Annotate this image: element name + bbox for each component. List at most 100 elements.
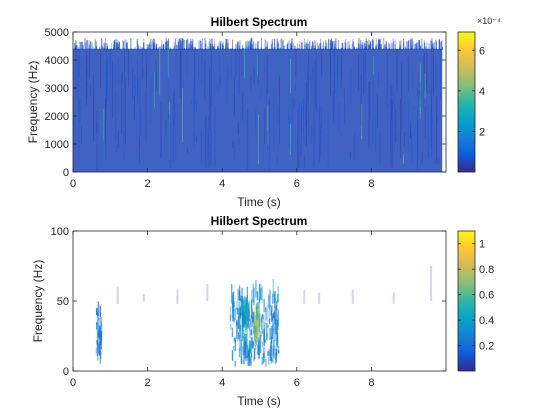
spectrum-edge: [218, 47, 220, 50]
spectrum-streak: [350, 68, 352, 105]
spectrum-streak: [106, 48, 107, 106]
spectrum-edge: [283, 48, 285, 50]
spectrum-cluster: [99, 330, 102, 334]
chart-2-spectrum: [95, 266, 433, 367]
spectrum-edge: [369, 44, 371, 50]
spectrum-edge: [303, 38, 305, 50]
spectrum-streak: [242, 92, 244, 122]
spectrum-edge: [280, 38, 282, 50]
spectrum-streak: [311, 124, 313, 144]
chart-1-xlabel: Time (s): [237, 195, 281, 209]
spectrum-edge: [425, 46, 427, 50]
spectrum-edge: [407, 40, 409, 50]
spectrum-cluster: [265, 307, 267, 321]
spectrum-cluster: [257, 325, 259, 337]
spectrum-streak: [214, 104, 216, 168]
spectrum-streak: [320, 130, 322, 157]
spectrum-edge: [210, 48, 212, 50]
spectrum-edge: [130, 38, 132, 50]
spectrum-edge: [219, 43, 221, 50]
spectrum-cluster: [258, 313, 261, 327]
spectrum-edge: [349, 44, 351, 50]
spectrum-edge: [74, 42, 76, 50]
spectrum-cluster: [258, 343, 261, 360]
spectrum-edge: [340, 47, 342, 50]
spectrum-edge: [375, 38, 377, 50]
spectrum-edge: [351, 43, 353, 50]
spectrum-edge: [368, 44, 370, 50]
spectrum-edge: [299, 44, 301, 50]
spectrum-streak: [425, 138, 426, 139]
spectrum-streak: [430, 89, 432, 157]
spectrum-streak: [300, 126, 302, 134]
spectrum-edge: [426, 41, 428, 50]
spectrum-edge: [306, 44, 308, 50]
spectrum-streak: [429, 83, 430, 94]
spectrum-streak: [235, 48, 237, 77]
spectrum-edge: [341, 47, 343, 50]
spectrum-cluster: [259, 335, 262, 353]
spectrum-cluster: [98, 317, 100, 330]
spectrum-cluster: [229, 323, 232, 330]
spectrum-streak: [217, 83, 219, 93]
spectrum-cluster: [95, 307, 98, 315]
spectrum-edge: [159, 46, 161, 50]
spectrum-cluster: [248, 340, 251, 352]
spectrum-edge: [155, 44, 157, 50]
spectrum-cluster: [251, 289, 253, 309]
spectrum-streak: [172, 94, 174, 162]
spectrum-cluster: [244, 309, 246, 316]
spectrum-edge: [239, 40, 241, 50]
spectrum-streak: [419, 81, 421, 108]
spectrum-cluster: [245, 304, 247, 315]
spectrum-cluster: [243, 297, 245, 308]
spectrum-edge: [372, 47, 374, 50]
spectrum-cluster: [245, 333, 247, 349]
spectrum-edge: [156, 47, 158, 50]
spectrum-edge: [328, 38, 330, 50]
spectrum-edge: [264, 39, 266, 50]
colorbar-tick-label: 1: [479, 239, 485, 251]
y-tick-label: 2000: [45, 111, 69, 123]
spectrum-streak: [288, 48, 290, 104]
spectrum-streak: [208, 115, 209, 146]
spectrum-streak: [427, 112, 429, 159]
spectrum-edge: [365, 44, 367, 50]
y-tick-label: 5000: [45, 27, 69, 39]
spectrum-cluster: [263, 315, 265, 328]
spectrum-streak: [397, 132, 399, 141]
spectrum-edge: [94, 48, 96, 50]
spectrum-cluster: [273, 326, 275, 334]
spectrum-edge: [151, 41, 153, 50]
spectrum-edge: [123, 48, 125, 50]
spectrum-streak: [226, 66, 228, 105]
spectrum-cluster: [255, 314, 257, 334]
spectrum-cluster: [252, 283, 254, 301]
spectrum-edge: [359, 44, 361, 50]
spectrum-cluster: [238, 290, 241, 301]
spectrum-streak: [401, 62, 403, 129]
spectrum-edge: [291, 44, 293, 50]
spectrum-streak: [238, 48, 240, 95]
spectrum-cluster: [277, 320, 279, 331]
spectrum-streak: [267, 105, 269, 145]
spectrum-edge: [421, 38, 423, 50]
spectrum-edge: [410, 39, 412, 50]
spectrum-streak: [186, 48, 188, 76]
spectrum-edge: [398, 48, 400, 50]
spectrum-streak: [277, 105, 279, 124]
spectrum-edge: [209, 39, 211, 50]
spectrum-cluster: [240, 356, 243, 364]
spectrum-streak: [86, 54, 88, 98]
spectrum-cluster: [95, 347, 98, 354]
spectrum-edge: [422, 48, 424, 50]
spectrum-cluster: [254, 319, 256, 326]
spectrum-band: [303, 289, 306, 304]
spectrum-edge: [435, 39, 437, 50]
spectrum-streak: [295, 48, 297, 77]
spectrum-streak: [155, 60, 157, 92]
spectrum-streak: [394, 103, 396, 108]
spectrum-edge: [297, 43, 299, 50]
spectrum-cluster: [240, 309, 242, 316]
spectrum-cluster: [270, 349, 272, 362]
